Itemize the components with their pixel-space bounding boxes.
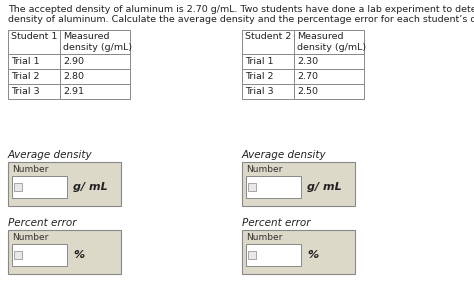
Text: Number: Number: [246, 233, 283, 242]
Text: Student 2: Student 2: [245, 32, 292, 41]
Text: 2.80: 2.80: [63, 72, 84, 81]
Bar: [246, 176, 301, 198]
Bar: [8, 69, 60, 84]
Bar: [60, 69, 130, 84]
Text: Number: Number: [12, 165, 48, 174]
Bar: [8, 230, 121, 274]
Bar: [242, 30, 294, 54]
Text: Student 1: Student 1: [11, 32, 57, 41]
Bar: [8, 162, 121, 206]
Bar: [242, 54, 294, 69]
Text: 2.70: 2.70: [297, 72, 318, 81]
Text: Trial 3: Trial 3: [245, 87, 273, 96]
Text: The accepted density of aluminum is 2.70 g/mL. Two students have done a lab expe: The accepted density of aluminum is 2.70…: [8, 5, 474, 14]
Bar: [294, 69, 364, 84]
Bar: [8, 30, 60, 54]
Bar: [248, 183, 256, 191]
Text: 2.30: 2.30: [297, 57, 318, 66]
Text: Measured
density (g/mL): Measured density (g/mL): [63, 32, 132, 52]
Text: Number: Number: [12, 233, 48, 242]
Bar: [8, 84, 60, 99]
Bar: [14, 183, 22, 191]
Text: 2.91: 2.91: [63, 87, 84, 96]
Text: Average density: Average density: [8, 150, 92, 160]
Text: density of aluminum. Calculate the average density and the percentage error for : density of aluminum. Calculate the avera…: [8, 15, 474, 24]
Bar: [246, 244, 301, 266]
Bar: [294, 54, 364, 69]
Bar: [8, 54, 60, 69]
Bar: [242, 162, 355, 206]
Text: Average density: Average density: [242, 150, 327, 160]
Bar: [60, 84, 130, 99]
Bar: [60, 30, 130, 54]
Text: Trial 3: Trial 3: [11, 87, 40, 96]
Bar: [12, 244, 67, 266]
Bar: [242, 230, 355, 274]
Bar: [248, 251, 256, 259]
Text: 2.50: 2.50: [297, 87, 318, 96]
Text: Measured
density (g/mL): Measured density (g/mL): [297, 32, 366, 52]
Text: g/ mL: g/ mL: [73, 182, 108, 192]
Bar: [294, 84, 364, 99]
Text: Trial 1: Trial 1: [11, 57, 39, 66]
Text: Percent error: Percent error: [242, 218, 310, 228]
Text: Trial 1: Trial 1: [245, 57, 273, 66]
Text: %: %: [73, 250, 84, 260]
Text: Trial 2: Trial 2: [11, 72, 39, 81]
Text: %: %: [307, 250, 318, 260]
Bar: [14, 251, 22, 259]
Bar: [294, 30, 364, 54]
Text: Number: Number: [246, 165, 283, 174]
Text: 2.90: 2.90: [63, 57, 84, 66]
Text: g/ mL: g/ mL: [307, 182, 342, 192]
Text: Trial 2: Trial 2: [245, 72, 273, 81]
Text: Percent error: Percent error: [8, 218, 76, 228]
Bar: [12, 176, 67, 198]
Bar: [60, 54, 130, 69]
Bar: [242, 84, 294, 99]
Bar: [242, 69, 294, 84]
